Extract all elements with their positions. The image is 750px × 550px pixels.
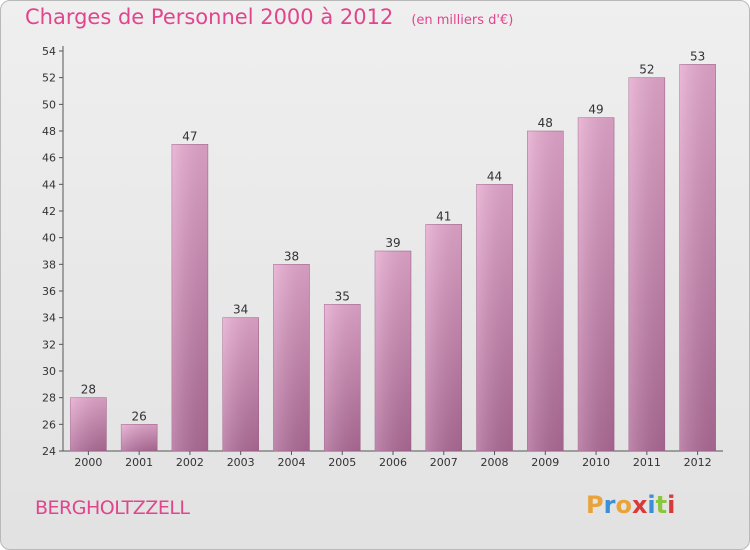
y-axis: 24 26 28 30 32 34 36 38 40 42 44 46 48 50 52 54 bbox=[42, 45, 64, 458]
x-tick-label: 2009 bbox=[531, 456, 559, 469]
bar-value-label: 28 bbox=[81, 383, 96, 397]
logo-letter: r bbox=[603, 491, 616, 519]
y-tick-label: 26 bbox=[42, 418, 56, 431]
bar-shade bbox=[273, 264, 310, 451]
bar-shade bbox=[70, 397, 107, 451]
x-tick-label: 2004 bbox=[277, 456, 305, 469]
x-tick-label: 2002 bbox=[176, 456, 204, 469]
x-tick-label: 2011 bbox=[633, 456, 661, 469]
bar-shade bbox=[628, 77, 665, 452]
bars-group bbox=[70, 64, 716, 452]
x-tick-label: 2001 bbox=[125, 456, 153, 469]
logo-letter: x bbox=[631, 491, 648, 519]
y-tick-label: 46 bbox=[42, 152, 56, 165]
y-tick-label: 44 bbox=[42, 178, 56, 191]
bar-value-label: 52 bbox=[639, 63, 654, 77]
y-tick-label: 32 bbox=[42, 338, 56, 351]
x-axis: 2000 2001 2002 2003 2004 2005 2006 2007 2008 2009… bbox=[63, 450, 723, 469]
y-tick-label: 48 bbox=[42, 125, 56, 138]
bar-shade bbox=[222, 317, 259, 451]
x-tick-label: 2008 bbox=[481, 456, 509, 469]
bar-value-label: 47 bbox=[182, 129, 197, 143]
bar-value-label: 41 bbox=[436, 209, 451, 223]
y-tick-label: 52 bbox=[42, 72, 56, 85]
bar-shade bbox=[476, 184, 513, 452]
y-tick-label: 34 bbox=[42, 312, 56, 325]
x-tick-label: 2005 bbox=[328, 456, 356, 469]
bar-shade bbox=[121, 424, 158, 451]
logo-letter: i bbox=[647, 491, 656, 519]
proxiti-logo[interactable]: Proxiti bbox=[586, 491, 675, 519]
bar-shade bbox=[527, 131, 564, 451]
bar-shade bbox=[425, 224, 462, 451]
title-row: Charges de Personnel 2000 à 2012 (en mill… bbox=[25, 5, 513, 29]
data-labels-group: 28 26 47 34 38 35 39 41 44 48 49 52 53 bbox=[81, 49, 706, 423]
logo-letter: P bbox=[586, 491, 604, 519]
x-tick-label: 2003 bbox=[227, 456, 255, 469]
y-tick-label: 30 bbox=[42, 365, 56, 378]
y-tick-label: 28 bbox=[42, 392, 56, 405]
logo-letter: i bbox=[667, 491, 676, 519]
x-tick-label: 2000 bbox=[74, 456, 102, 469]
x-tick-label: 2010 bbox=[582, 456, 610, 469]
x-tick-label: 2012 bbox=[684, 456, 712, 469]
bar-value-label: 26 bbox=[132, 409, 147, 423]
y-tick-label: 36 bbox=[42, 285, 56, 298]
bar-shade bbox=[324, 304, 361, 451]
y-tick-label: 42 bbox=[42, 205, 56, 218]
bar-shade bbox=[679, 64, 716, 452]
bar-value-label: 49 bbox=[588, 103, 603, 117]
bar-shade bbox=[375, 251, 411, 451]
y-tick-label: 50 bbox=[42, 98, 56, 111]
bar-value-label: 35 bbox=[335, 289, 350, 303]
bar-value-label: 44 bbox=[487, 169, 502, 183]
chart-subtitle: (en milliers d'€) bbox=[411, 13, 514, 28]
bar-value-label: 34 bbox=[233, 303, 248, 317]
bar-value-label: 39 bbox=[385, 236, 400, 250]
city-name: BERGHOLTZZELL bbox=[35, 497, 190, 519]
y-tick-label: 24 bbox=[42, 445, 56, 458]
bar-value-label: 48 bbox=[538, 116, 553, 130]
bar-shade bbox=[578, 117, 615, 452]
x-tick-label: 2006 bbox=[379, 456, 407, 469]
logo-letter: t bbox=[655, 491, 668, 519]
bar-value-label: 38 bbox=[284, 249, 299, 263]
bar-value-label: 53 bbox=[690, 49, 705, 63]
y-tick-label: 40 bbox=[42, 232, 56, 245]
y-tick-label: 38 bbox=[42, 258, 56, 271]
chart-title: Charges de Personnel 2000 à 2012 bbox=[25, 5, 394, 29]
x-tick-label: 2007 bbox=[430, 456, 458, 469]
y-tick-label: 54 bbox=[42, 45, 56, 58]
bar-shade bbox=[171, 144, 208, 452]
logo-letter: o bbox=[615, 491, 632, 519]
